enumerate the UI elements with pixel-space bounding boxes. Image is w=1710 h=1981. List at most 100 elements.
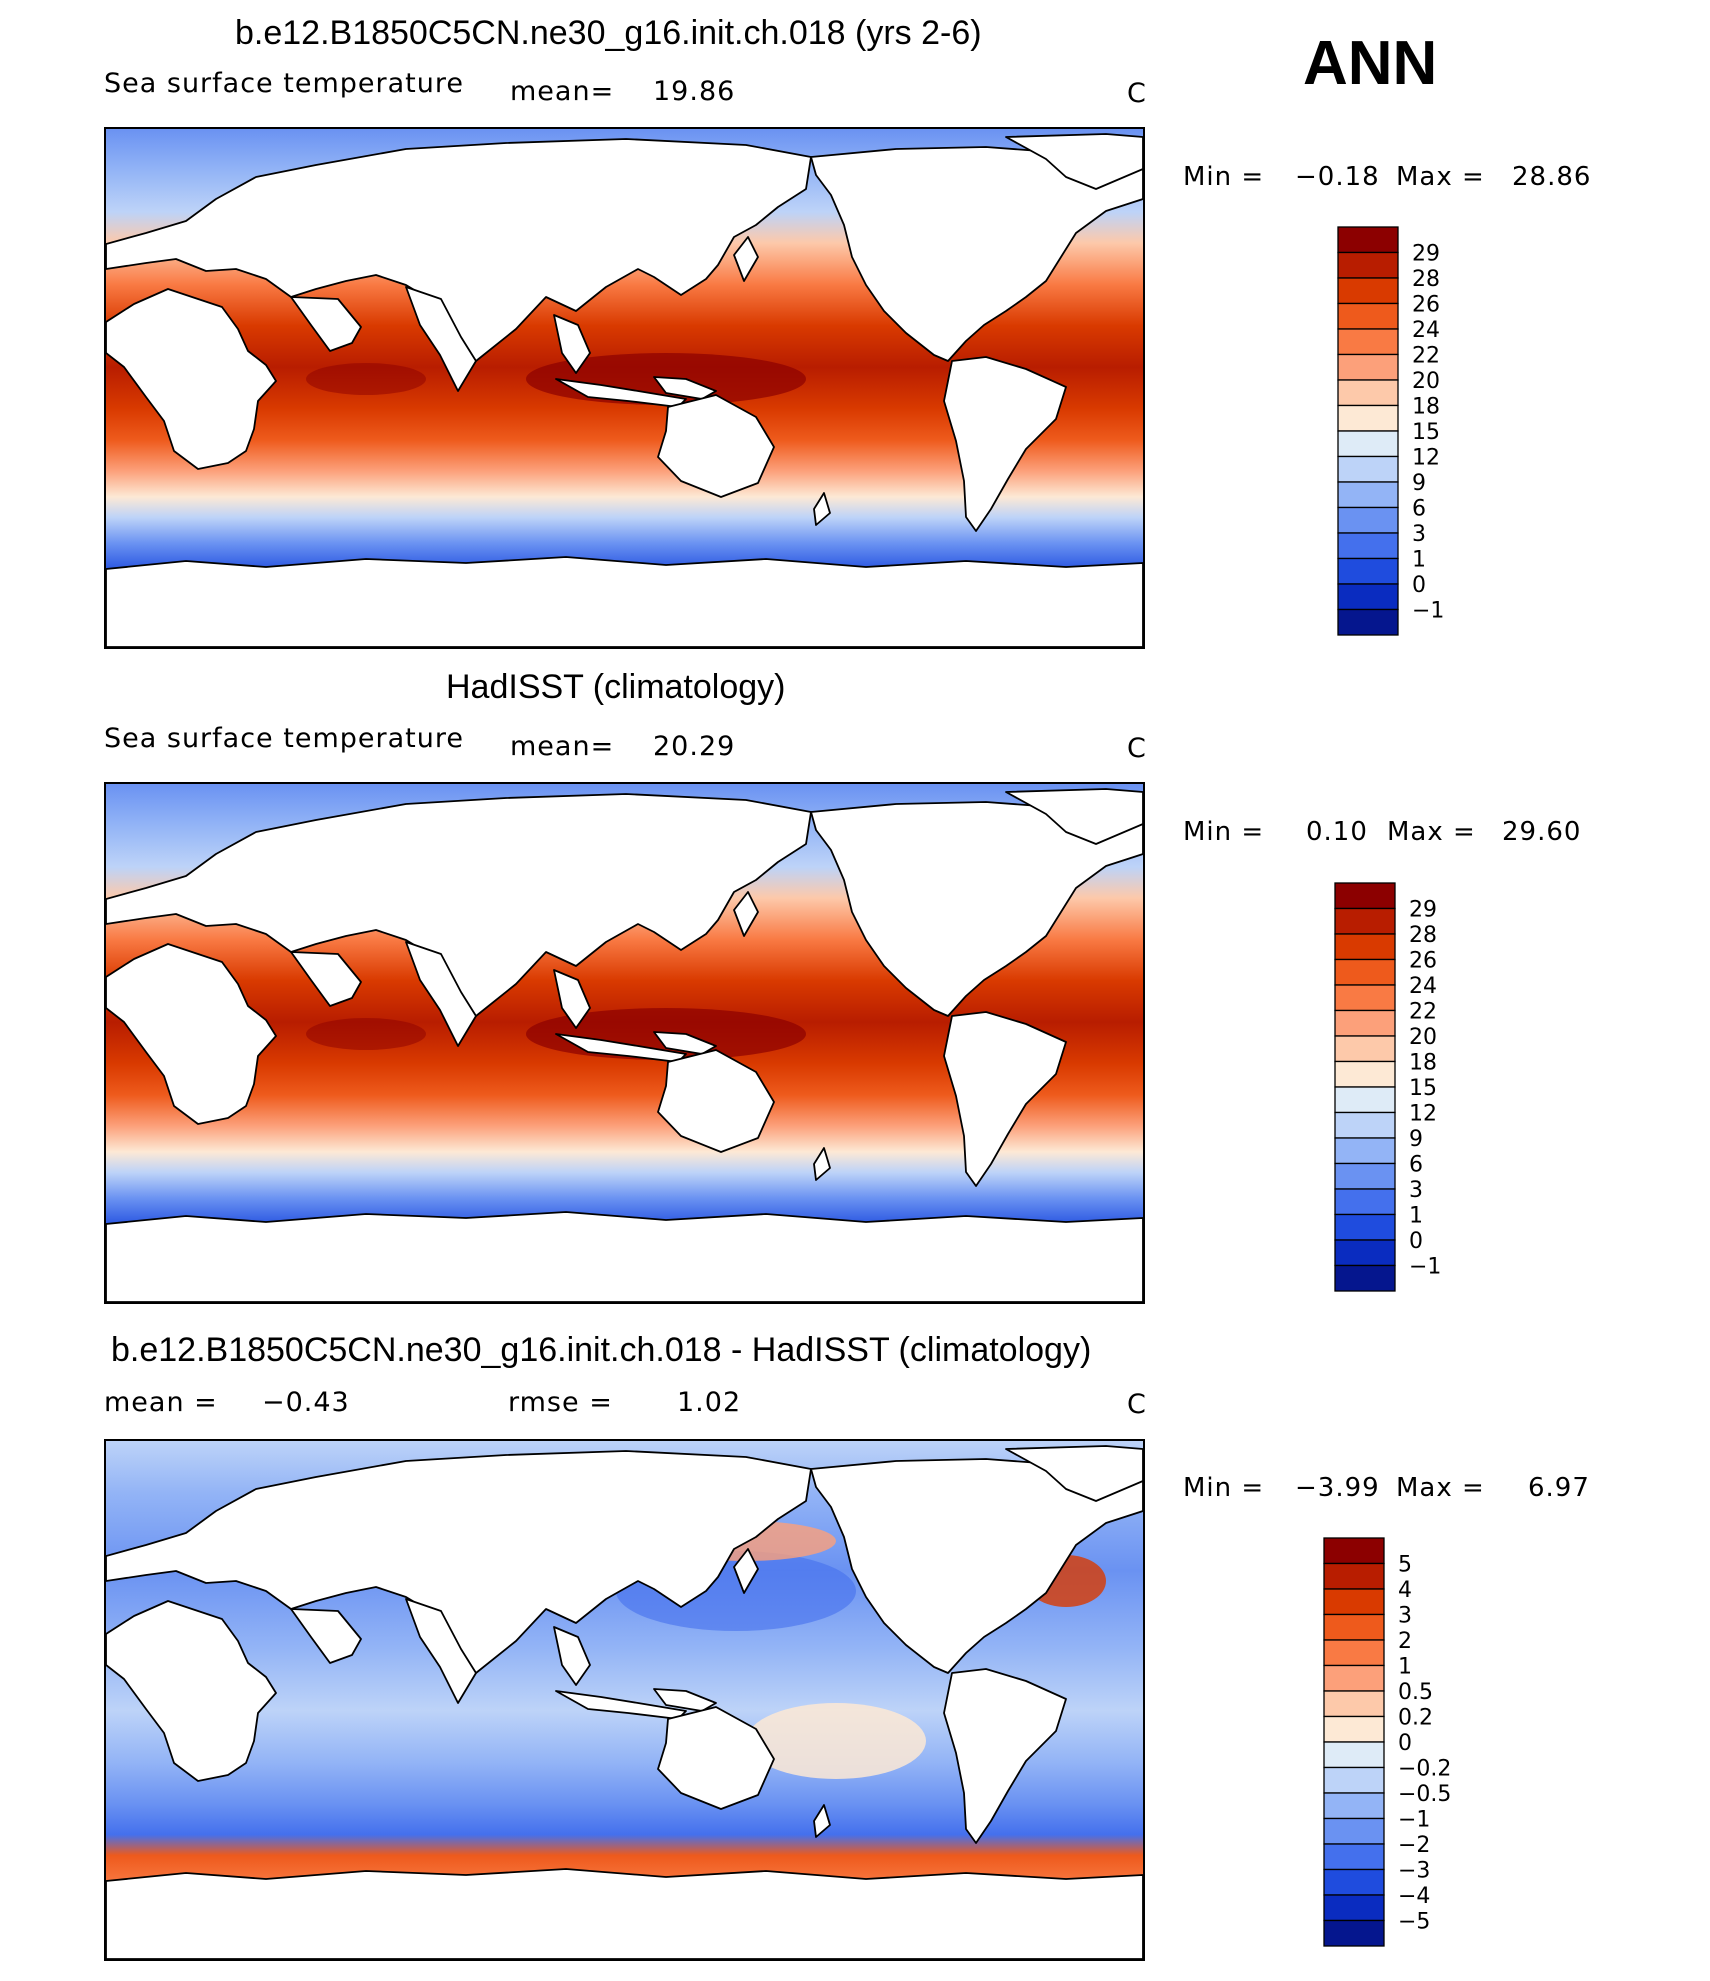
coastline [106, 1868, 1143, 1959]
colorbar-swatch [1323, 1715, 1385, 1743]
panel-3-units: C [1127, 1389, 1147, 1420]
colorbar-swatch [1334, 984, 1396, 1012]
colorbar-tick-label: −1 [1398, 1808, 1430, 1833]
colorbar-tick-label: 1 [1412, 548, 1426, 573]
panel-1-mean-label: mean= [510, 76, 615, 107]
colorbar-tick-label: 15 [1409, 1076, 1437, 1101]
colorbar-tick-label: 9 [1412, 471, 1426, 496]
colorbar-tick-label: −0.5 [1398, 1782, 1451, 1807]
colorbar-swatch [1337, 455, 1399, 483]
panel-3-max-label: Max = [1396, 1473, 1485, 1503]
panel-2-max-label: Max = [1387, 817, 1476, 847]
coastline [290, 1608, 362, 1664]
colorbar-tick-label: 0 [1409, 1229, 1423, 1254]
coastline [106, 793, 812, 1017]
coastline [943, 356, 1067, 532]
colorbar-swatch [1323, 1588, 1385, 1616]
colorbar-tick-label: 6 [1412, 497, 1426, 522]
colorbar-swatch [1334, 1162, 1396, 1190]
colorbar-tick-label: 20 [1412, 369, 1440, 394]
panel-1-mean-value: 19.86 [653, 76, 736, 107]
panel-1-min-value: −0.18 [1295, 162, 1380, 192]
coastline [1005, 1445, 1143, 1502]
colorbar-tick-label: 0 [1412, 573, 1426, 598]
colorbar-swatch [1337, 506, 1399, 534]
colorbar-swatch [1323, 1868, 1385, 1896]
panel-1-max-label: Max = [1396, 162, 1485, 192]
panel-3-min-value: −3.99 [1295, 1473, 1380, 1503]
coastline [106, 1600, 277, 1782]
panel-2-max-value: 29.60 [1502, 817, 1582, 847]
colorbar-tick-label: 3 [1409, 1178, 1423, 1203]
panel-3-rmse-label: rmse = [508, 1387, 613, 1418]
colorbar-tick-label: −0.2 [1398, 1757, 1451, 1782]
coastline [106, 1450, 812, 1674]
coastline [657, 394, 775, 498]
colorbar-swatch [1323, 1817, 1385, 1845]
colorbar-swatch [1334, 1264, 1396, 1292]
colorbar-tick-label: 22 [1409, 1000, 1437, 1025]
colorbar-swatch [1337, 404, 1399, 432]
colorbar-swatch [1323, 1613, 1385, 1641]
colorbar-tick-label: 2 [1398, 1629, 1412, 1654]
colorbar-tick-label: 0 [1398, 1731, 1412, 1756]
colorbar-swatch [1337, 583, 1399, 611]
colorbar-tick-label: 1 [1398, 1655, 1412, 1680]
coastline [733, 236, 759, 282]
panel-3-max-value: 6.97 [1528, 1473, 1590, 1503]
colorbar-tick-label: 18 [1412, 395, 1440, 420]
panel-1-map [104, 127, 1145, 649]
colorbar-swatch [1323, 1894, 1385, 1922]
panel-2-field: Sea surface temperature [104, 723, 464, 754]
coastline [653, 376, 717, 400]
sst-difference-map [106, 1441, 1143, 1959]
panel-2-min-label: Min = [1183, 817, 1265, 847]
colorbar-tick-label: 12 [1409, 1102, 1437, 1127]
coastline [106, 1211, 1143, 1302]
coastline [553, 969, 591, 1029]
colorbar-swatch [1334, 882, 1396, 910]
colorbar-tick-label: −1 [1412, 599, 1444, 624]
colorbar-swatch [1337, 328, 1399, 356]
colorbar-tick-label: 28 [1412, 267, 1440, 292]
colorbar-swatch [1334, 1111, 1396, 1139]
colorbar-swatch [1334, 1137, 1396, 1165]
coastline [1005, 133, 1143, 190]
colorbar-swatch [1323, 1766, 1385, 1794]
coastline [290, 296, 362, 352]
colorbar-tick-label: −2 [1398, 1833, 1430, 1858]
colorbar-tick-label: 3 [1412, 522, 1426, 547]
coastline [813, 1804, 831, 1838]
colorbar-swatch [1337, 277, 1399, 305]
sst-map-model [106, 129, 1143, 647]
colorbar-tick-label: −4 [1398, 1884, 1430, 1909]
panel-3-mean-value: −0.43 [262, 1387, 350, 1418]
colorbar-tick-label: 22 [1412, 344, 1440, 369]
coastline [405, 286, 477, 392]
coastline [733, 1548, 759, 1594]
colorbar-tick-label: 12 [1412, 446, 1440, 471]
colorbar-tick-label: 29 [1409, 898, 1437, 923]
coastline [106, 288, 277, 470]
panel-1-max-value: 28.86 [1512, 162, 1592, 192]
coastline [653, 1031, 717, 1055]
anomaly-patch [746, 1703, 926, 1779]
colorbar-swatch [1334, 1239, 1396, 1267]
colorbar-swatch [1323, 1792, 1385, 1820]
colorbar-tick-label: 28 [1409, 923, 1437, 948]
colorbar-swatch [1337, 557, 1399, 585]
colorbar-tick-label: 1 [1409, 1204, 1423, 1229]
colorbar-tick-label: 3 [1398, 1604, 1412, 1629]
colorbar-swatch [1323, 1537, 1385, 1565]
colorbar-tick-label: 24 [1409, 974, 1437, 999]
coastline [657, 1706, 775, 1810]
colorbar-tick-label: 20 [1409, 1025, 1437, 1050]
colorbar-swatch [1334, 1035, 1396, 1063]
panel-3-rmse-value: 1.02 [677, 1387, 742, 1418]
colorbar-tick-label: 26 [1412, 293, 1440, 318]
panel-1-field: Sea surface temperature [104, 68, 464, 99]
coastline [733, 891, 759, 937]
